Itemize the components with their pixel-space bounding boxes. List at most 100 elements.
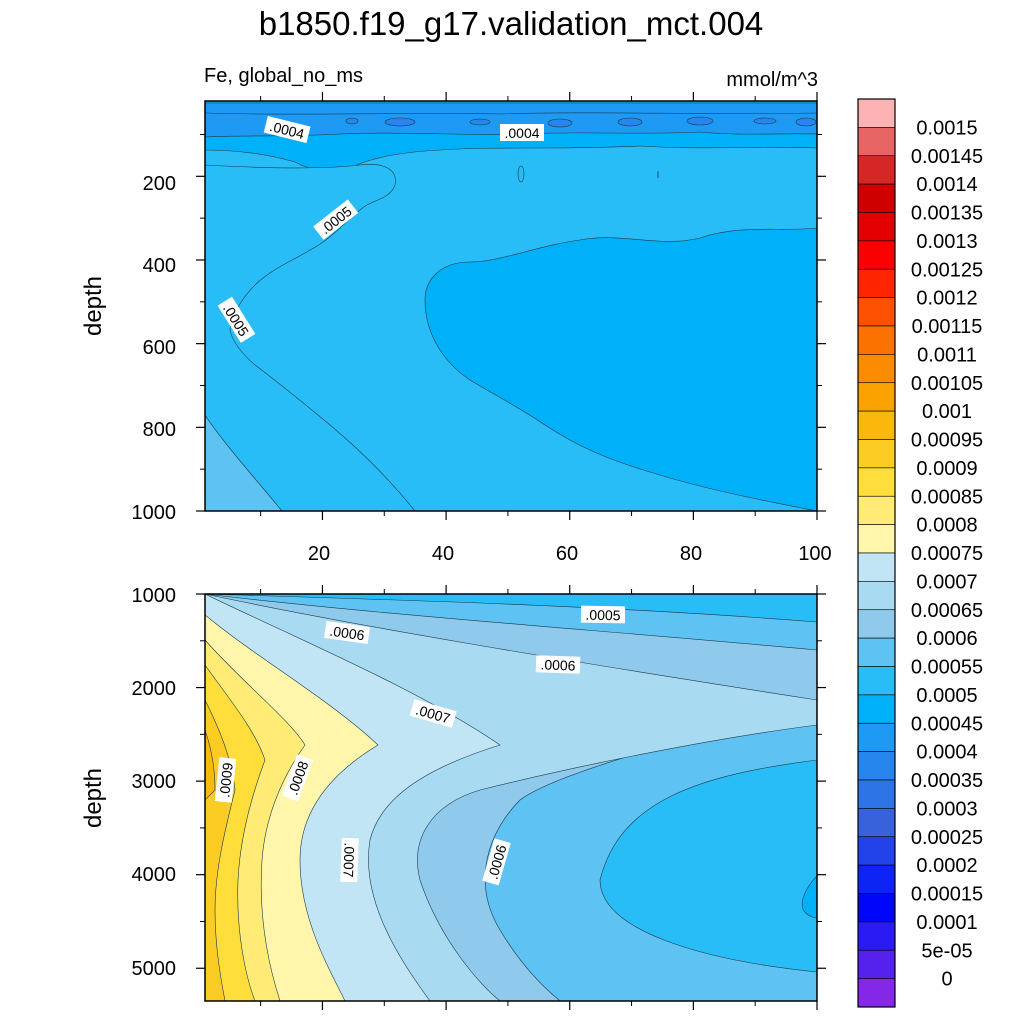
minimum-blob (469, 118, 491, 126)
y-tick-label: 1000 (132, 585, 177, 607)
lower-contour-label: .0005 (580, 605, 626, 624)
colorbar-swatch (857, 836, 896, 866)
y-tick-label: 4000 (132, 864, 177, 886)
lower-panel (205, 594, 817, 1001)
colorbar-label: 0.001 (922, 401, 972, 423)
colorbar-label: 5e-05 (921, 940, 972, 962)
label-box (313, 199, 359, 240)
units-label: mmol/m^3 (726, 69, 818, 91)
y-tick-label: 600 (143, 337, 176, 359)
axis-ticks (196, 92, 826, 1010)
colorbar-swatch (857, 410, 896, 440)
y-tick-label: 400 (143, 255, 176, 277)
lower-contour-label: .0007 (340, 837, 359, 883)
colorbar-swatch (857, 808, 896, 838)
colorbar-swatch (857, 581, 896, 611)
colorbar-label: 0.0006 (916, 628, 977, 650)
colorbar-label: 0.00065 (911, 600, 983, 622)
lower-contour-label: .0006 (535, 655, 581, 674)
lower-core-0009 (205, 729, 216, 801)
label-box (324, 621, 371, 644)
colorbar-swatch (857, 694, 896, 724)
label-box (482, 838, 511, 886)
colorbar-label: 0.00075 (911, 543, 983, 565)
colorbar-swatch (857, 212, 896, 242)
minimum-blob (617, 117, 643, 127)
colorbar-swatch (857, 609, 896, 639)
label-text: .0004 (504, 125, 539, 141)
minimum-blob (795, 117, 817, 127)
label-text: .0007 (340, 842, 357, 878)
colorbar-swatch (857, 978, 896, 1008)
minimum-blob (753, 117, 777, 125)
minimum-blob (384, 117, 416, 127)
colorbar-label: 0.0002 (916, 855, 977, 877)
colorbar-label: 0.00115 (912, 316, 983, 338)
colorbar-label: 0.00095 (911, 430, 983, 452)
colorbar-swatch (857, 354, 896, 384)
colorbar-swatch (857, 949, 896, 979)
lower-contour-label: .0006 (324, 621, 371, 644)
colorbar-label: 0.00135 (911, 203, 983, 225)
colorbar-label: 0.0003 (916, 798, 977, 820)
colorbar-label: 0.0004 (916, 742, 977, 764)
colorbar-label: 0.00045 (911, 713, 983, 735)
upper-x-tick-labels: 20 40 60 80 100 (308, 543, 832, 565)
label-box (580, 605, 626, 624)
upper-contour-label: .0004 (500, 124, 544, 141)
x-tick-label: 100 (798, 543, 831, 565)
colorbar-swatch (857, 893, 896, 923)
upper-small-anomaly (517, 165, 525, 183)
colorbar-swatch (857, 382, 896, 412)
colorbar-label: 0.0012 (916, 288, 977, 310)
upper-frame (204, 100, 818, 512)
colorbar-label: 0.0013 (916, 231, 977, 253)
upper-y-tick-labels: 200 400 600 800 1000 (132, 173, 177, 524)
y-tick-label: 5000 (132, 958, 177, 980)
colorbar-label: 0.00145 (911, 146, 983, 168)
colorbar-label: 0.0005 (916, 685, 977, 707)
variable-label: Fe, global_no_ms (204, 65, 363, 87)
colorbar-labels: 0.0015 0.00145 0.0014 0.00135 0.0013 0.00125 0… (911, 117, 983, 990)
y-tick-label: 800 (143, 419, 176, 441)
lower-y-axis-label: depth (80, 768, 107, 828)
minimum-blob (345, 117, 359, 125)
y-tick-label: 3000 (132, 771, 177, 793)
label-box (263, 115, 311, 144)
minimum-blob (547, 118, 573, 128)
lower-contour-label: .0009 (214, 757, 237, 803)
label-box (409, 699, 457, 728)
colorbar-label: 0.00055 (911, 657, 983, 679)
colorbar-swatch (857, 921, 896, 951)
colorbar-label: 0.0001 (916, 912, 977, 934)
colorbar-swatch (857, 637, 896, 667)
colorbar-label: 0.0011 (917, 344, 977, 366)
x-tick-label: 20 (308, 543, 330, 565)
x-tick-label: 60 (556, 543, 578, 565)
colorbar-swatch (857, 127, 896, 157)
colorbar-label: 0.00015 (911, 884, 983, 906)
y-tick-label: 200 (143, 173, 176, 195)
colorbar-swatch (857, 183, 896, 213)
colorbar-swatch (857, 864, 896, 894)
label-box (340, 837, 359, 883)
colorbar-swatch (857, 779, 896, 809)
label-box (282, 754, 314, 802)
label-text: .0005 (585, 607, 621, 624)
label-text: .0006 (540, 656, 576, 673)
y-tick-label: 2000 (132, 678, 177, 700)
colorbar-swatch (857, 268, 896, 298)
colorbar-label: 0.00085 (911, 486, 983, 508)
upper-contour-line (205, 112, 817, 115)
upper-y-axis-label: depth (80, 276, 107, 336)
colorbar-label: 0.0009 (916, 458, 977, 480)
colorbar-swatch (857, 524, 896, 554)
lower-frame (204, 593, 818, 1002)
colorbar-swatch (857, 467, 896, 497)
lower-y-tick-labels: 1000 2000 3000 4000 5000 (132, 585, 177, 980)
colorbar-swatch (857, 155, 896, 185)
figure-title: b1850.f19_g17.validation_mct.004 (259, 5, 764, 42)
y-tick-label: 1000 (132, 502, 177, 524)
colorbar-label: 0.0015 (916, 117, 977, 139)
colorbar-label: 0.0008 (916, 515, 977, 537)
